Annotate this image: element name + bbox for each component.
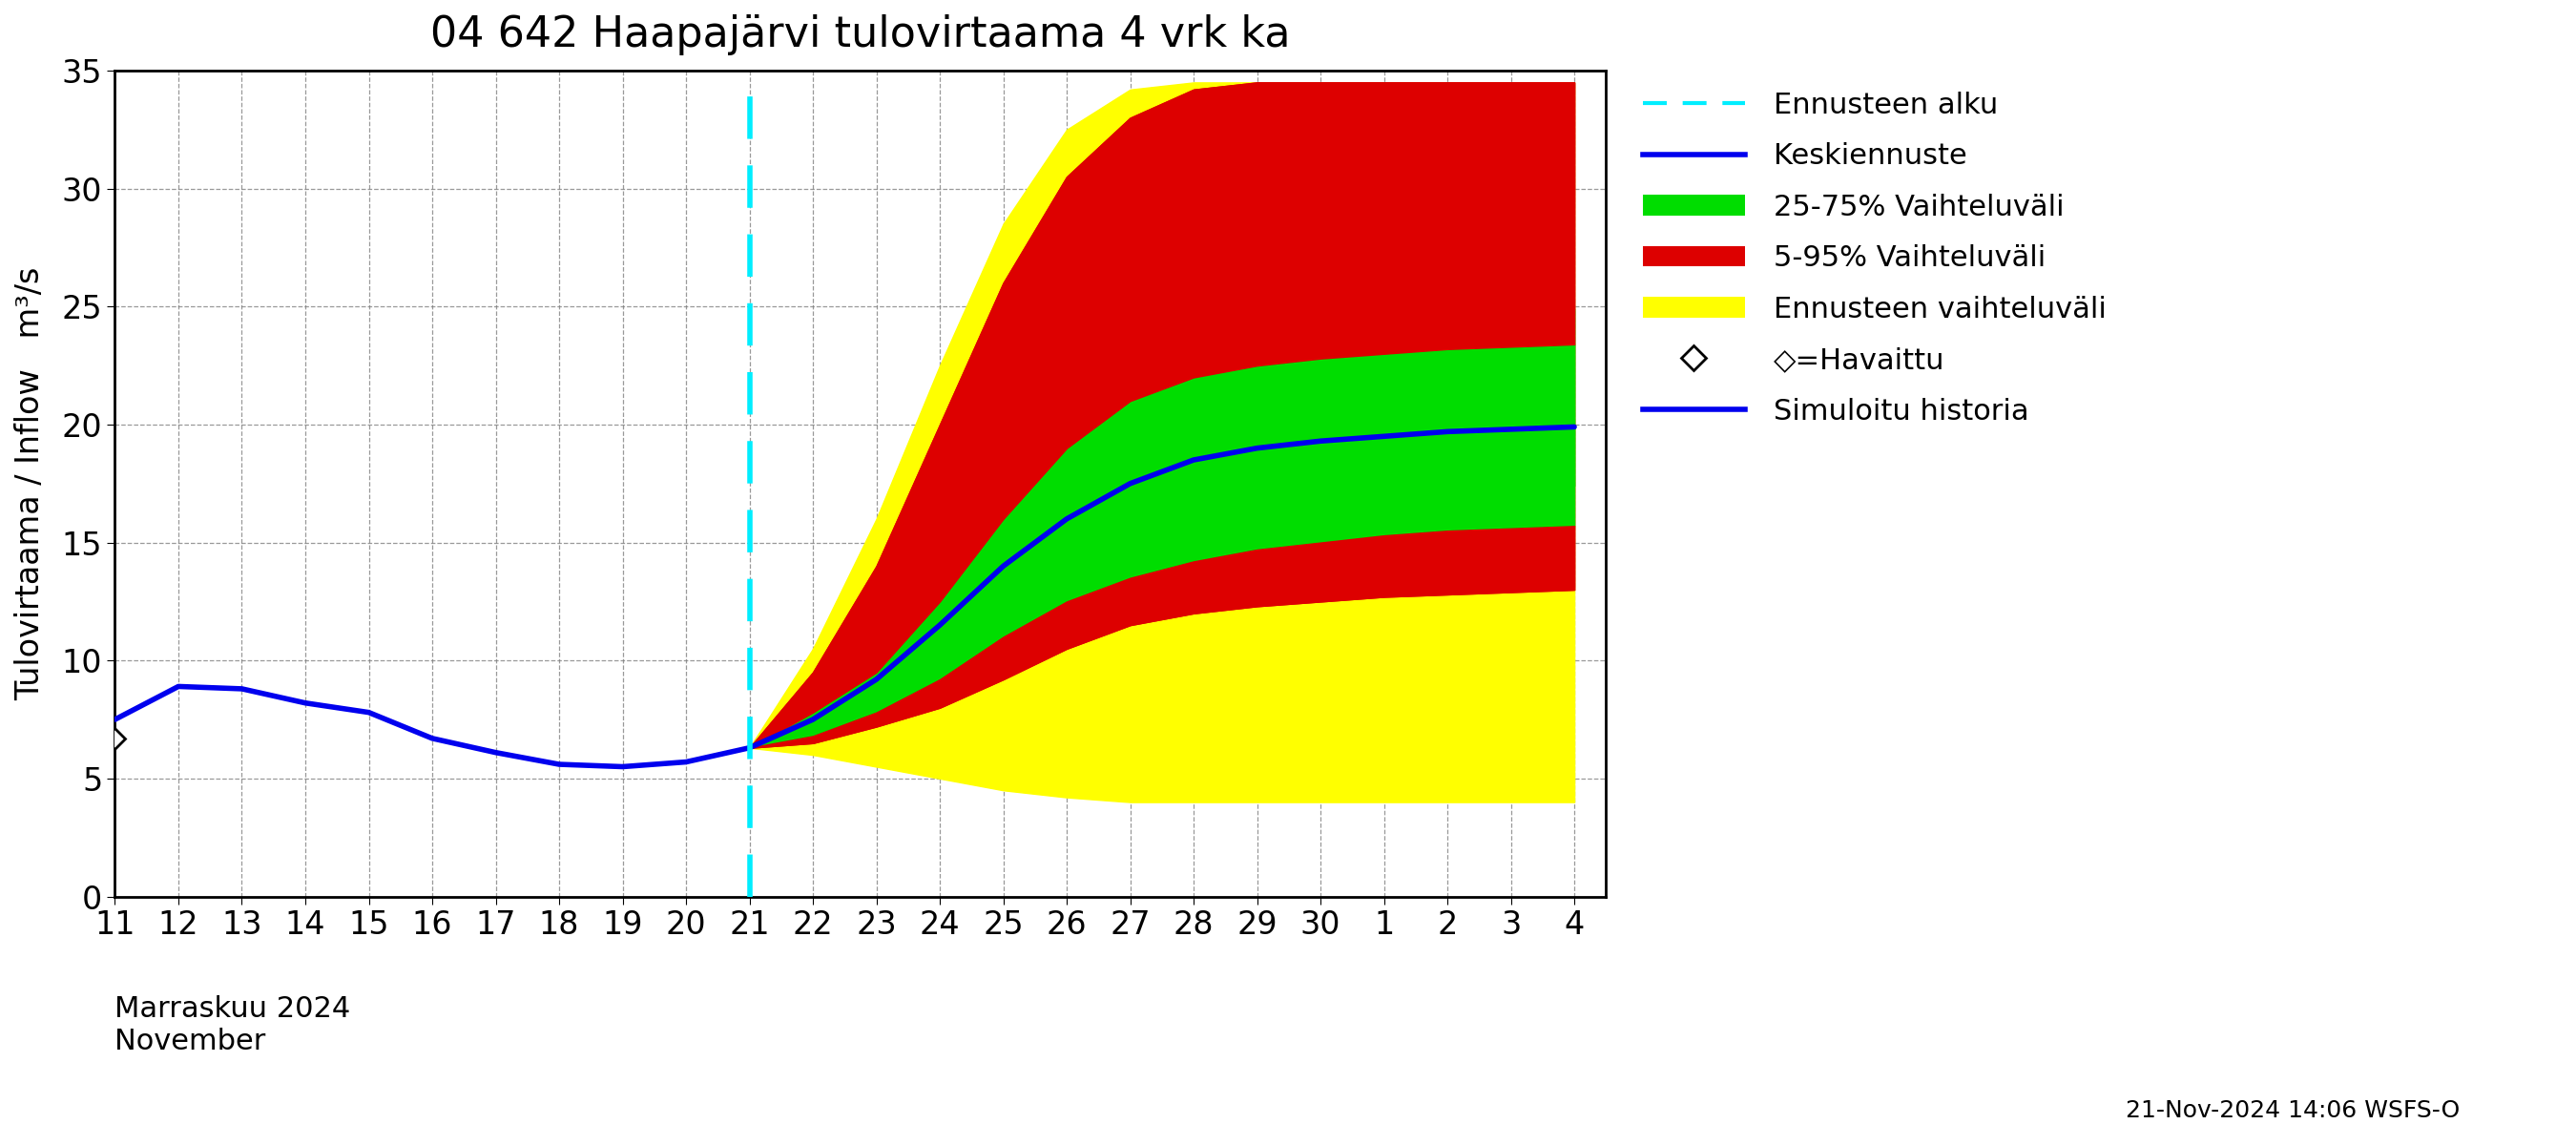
Text: Marraskuu 2024
November: Marraskuu 2024 November	[116, 995, 350, 1056]
Y-axis label: Tulovirtaama / Inflow   m³/s: Tulovirtaama / Inflow m³/s	[15, 267, 46, 701]
Legend: Ennusteen alku, Keskiennuste, 25-75% Vaihteluväli, 5-95% Vaihteluväli, Ennusteen: Ennusteen alku, Keskiennuste, 25-75% Vai…	[1628, 77, 2120, 440]
Title: 04 642 Haapajärvi tulovirtaama 4 vrk ka: 04 642 Haapajärvi tulovirtaama 4 vrk ka	[430, 14, 1291, 55]
Text: 21-Nov-2024 14:06 WSFS-O: 21-Nov-2024 14:06 WSFS-O	[2125, 1099, 2460, 1122]
